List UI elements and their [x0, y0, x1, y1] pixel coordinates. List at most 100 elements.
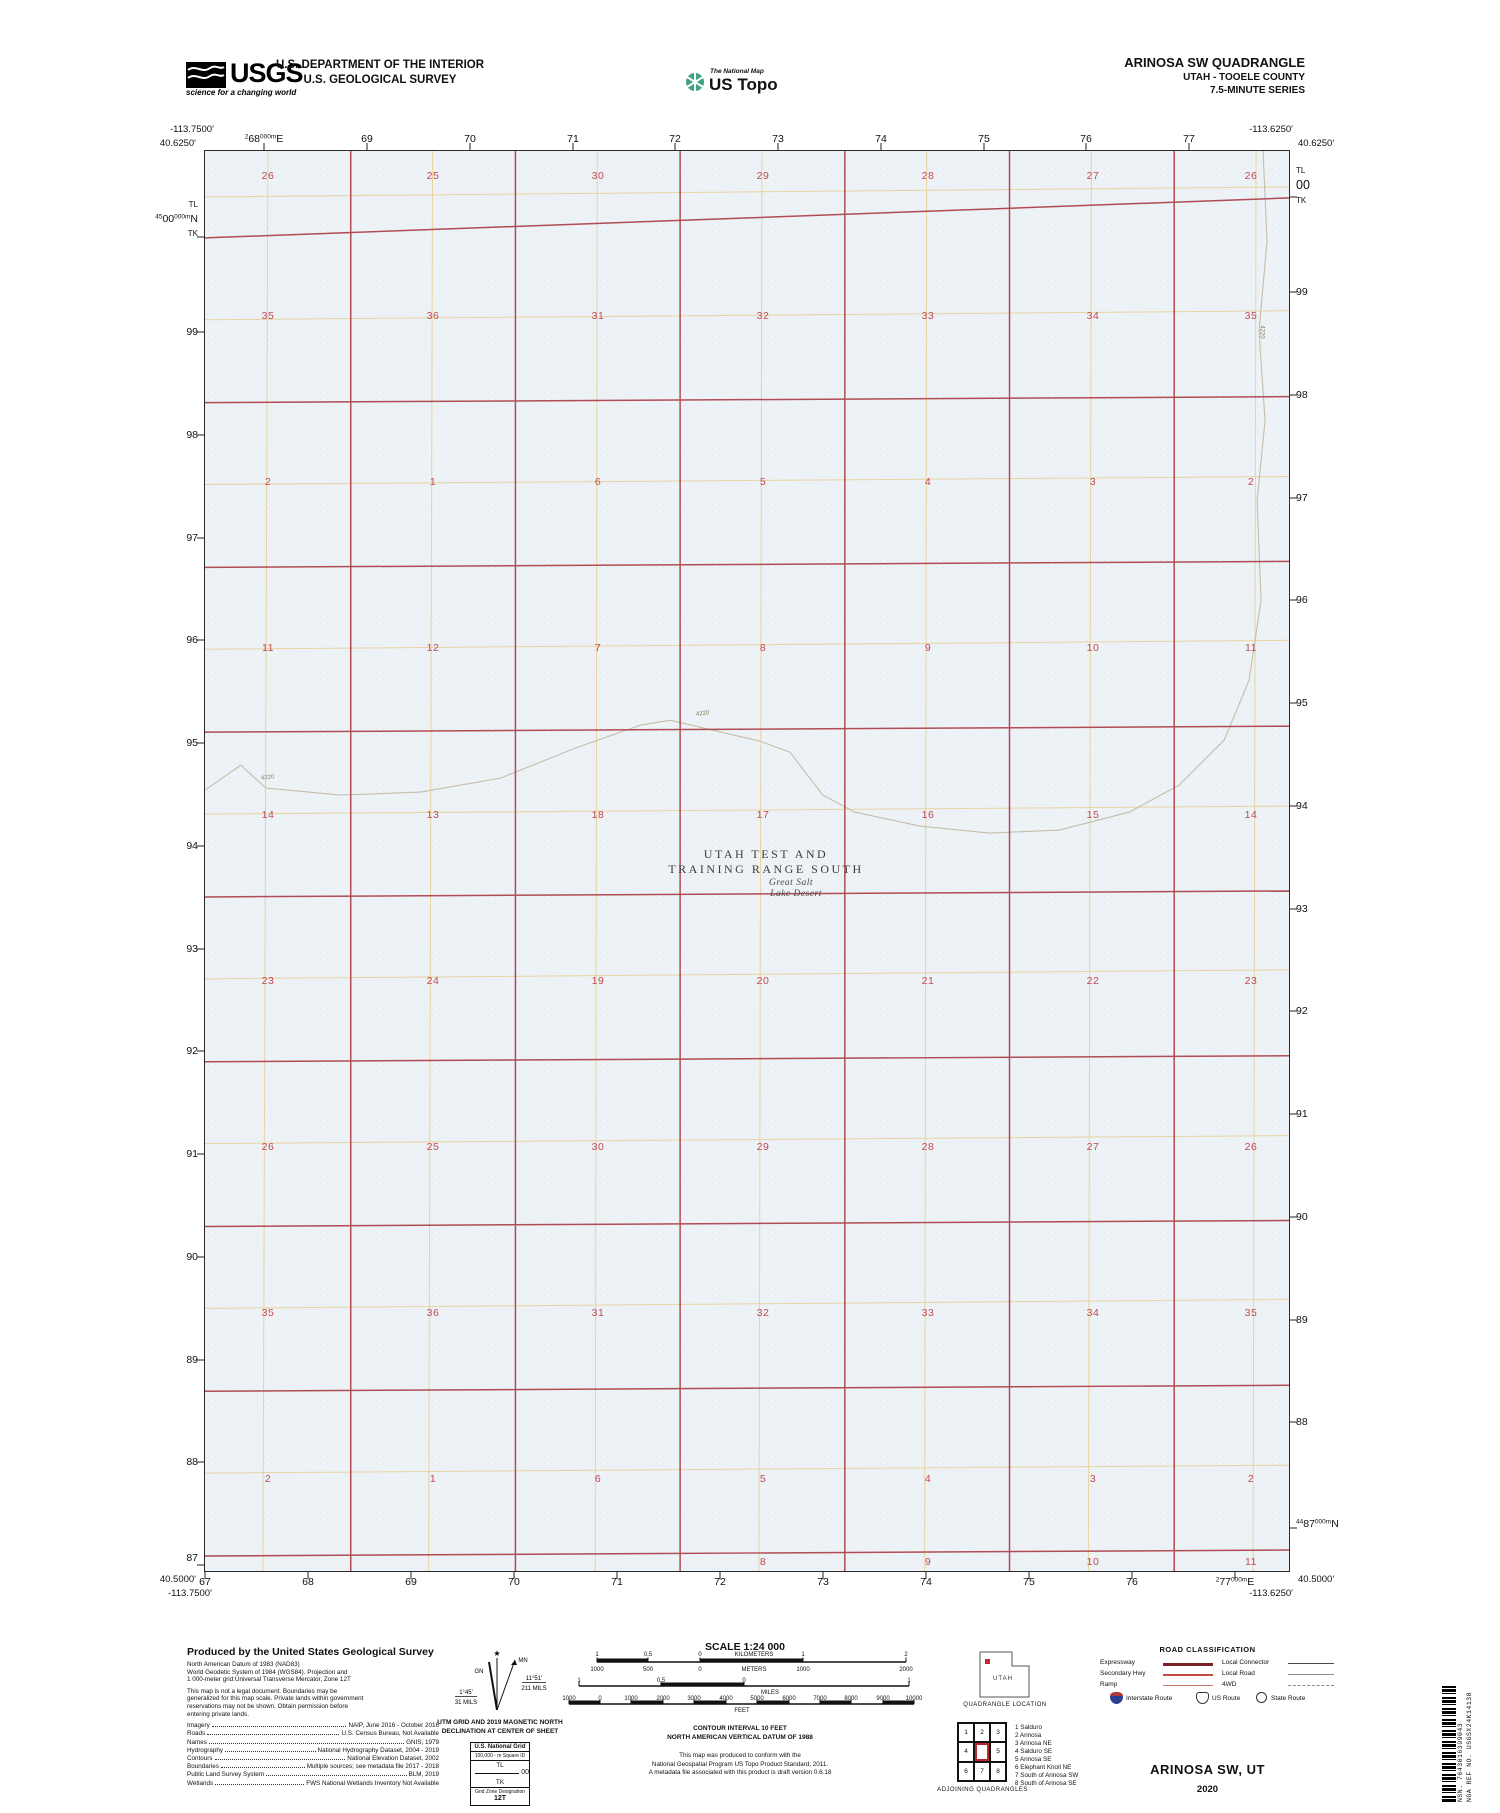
quad-location-marker	[985, 1659, 990, 1664]
utm-northing-label-right: 94	[1296, 800, 1308, 812]
source-value: U.S. Census Bureau, Not Available	[341, 1730, 439, 1738]
section-number: 18	[591, 809, 605, 821]
conformance-line: A metadata file associated with this pro…	[648, 1769, 832, 1777]
utm-northing-label-left: 91	[186, 1148, 198, 1160]
route-shield-label: US Route	[1212, 1695, 1241, 1702]
section-number: 31	[591, 310, 605, 322]
leader-dots	[220, 1767, 305, 1769]
usgs-logo: USGS science for a changing world	[186, 58, 306, 102]
utm-northing-label-right: 00	[1296, 178, 1310, 192]
route-shield-label: State Route	[1271, 1695, 1306, 1702]
section-number: 22	[1086, 975, 1100, 987]
nsn-number: NSN. 7643016399043	[1457, 1722, 1464, 1802]
section-number: 28	[921, 1141, 935, 1153]
utm-easting-label-bottom: 70	[508, 1576, 520, 1588]
data-source-row: Contours National Elevation Dataset, 2002	[187, 1755, 439, 1763]
conformance-note: This map was produced to conform with th…	[565, 1752, 915, 1778]
scale-bar-label: 9000	[876, 1696, 890, 1702]
legal-line: This map is not a legal document. Bounda…	[187, 1687, 338, 1695]
adjoining-cell: 2	[974, 1723, 990, 1743]
section-number: 23	[1244, 975, 1258, 987]
data-source-row: Boundaries Multiple sources; see metadata…	[187, 1763, 439, 1771]
section-number: 31	[591, 1307, 605, 1319]
conformance-line: National Geospatial Program US Topo Prod…	[651, 1760, 829, 1768]
adjoining-quadrangles-legend: 1 Salduro 2 Arinosa 3 Arinosa NE 4 Salduro …	[1015, 1724, 1078, 1788]
data-source-row: Hydrography National Hydrography Dataset,…	[187, 1747, 439, 1755]
section-number: 36	[426, 310, 440, 322]
road-class-label: Secondary Hwy	[1100, 1670, 1146, 1677]
corner-coord-bottom-right-lon: -113.6250'	[1249, 1588, 1293, 1599]
utm-easting-label-bottom: 71	[611, 1576, 623, 1588]
adjoining-quad-name: 6 Elephant Knoll NE	[1015, 1764, 1072, 1771]
utm-easting-label-bottom: 68	[302, 1576, 314, 1588]
utm-easting-label-top: 77	[1183, 133, 1195, 145]
usng-tk: TK	[495, 1779, 505, 1786]
scale-title: SCALE 1:24 000	[705, 1641, 785, 1653]
section-number: 30	[591, 1141, 605, 1153]
adjoining-quad-name: 2 Arinosa	[1015, 1732, 1042, 1739]
road-class-swatch-fourwd	[1288, 1685, 1334, 1686]
source-name: Roads	[187, 1730, 206, 1738]
section-number: 11	[1245, 642, 1257, 654]
state-route-shield-icon	[1256, 1692, 1267, 1703]
ustopo-logo: The National Map US Topo	[684, 68, 804, 98]
corner-coord-bottom-right-lat: 40.5000'	[1298, 1574, 1335, 1585]
data-source-row: Names GNIS, 1979	[187, 1739, 439, 1747]
mn-mils: 211 MILS	[521, 1686, 546, 1692]
utm-northing-label-left: 94	[186, 840, 198, 852]
utm-easting-label-bottom: 69	[405, 1576, 417, 1588]
section-number: 29	[756, 1141, 770, 1153]
data-sources-list: Imagery NAIP, June 2016 - October 2016 Roa…	[187, 1722, 439, 1788]
source-name: Boundaries	[187, 1763, 219, 1771]
range-label-line1: UTAH TEST AND	[703, 847, 829, 861]
scale-bar-label: 0	[742, 1678, 746, 1684]
data-source-row: Public Land Survey System BLM, 2019	[187, 1771, 439, 1779]
usng-tl: TL	[496, 1762, 504, 1769]
scale-bar-label: 3000	[687, 1696, 701, 1702]
road-class-label: Local Road	[1222, 1670, 1255, 1677]
utm-easting-label-bottom: 277000mE	[1215, 1576, 1255, 1588]
utm-easting-label-top: 69	[361, 133, 373, 145]
source-value: BLM, 2019	[408, 1771, 439, 1779]
usng-gzd: 12T	[493, 1795, 507, 1802]
section-number: 11	[262, 642, 274, 654]
ustopo-name: US Topo	[709, 75, 778, 94]
declination-caption-line1: UTM GRID AND 2019 MAGNETIC NORTH	[437, 1719, 563, 1726]
map-area: UTAH TEST AND TRAINING RANGE SOUTH Great…	[204, 150, 1290, 1572]
adjoining-quad-name: 3 Arinosa NE	[1015, 1740, 1052, 1747]
utm-northing-label-right: TK	[1296, 196, 1307, 205]
scale-bar-label: 10000	[905, 1696, 923, 1702]
scale-bar-label: 8000	[844, 1696, 858, 1702]
section-number: 35	[261, 310, 275, 322]
section-number: 36	[426, 1307, 440, 1319]
utm-easting-label-bottom: 76	[1126, 1576, 1138, 1588]
leader-dots	[208, 1742, 405, 1744]
section-number: 16	[921, 809, 935, 821]
utm-northing-label-right: 95	[1296, 697, 1308, 709]
mn-degrees: 11°51'	[526, 1676, 542, 1682]
contour-elevation-label: 4220	[1258, 325, 1265, 339]
section-number: 27	[1086, 170, 1100, 182]
corner-coord-top-left-lat: 40.6250'	[159, 138, 196, 149]
source-name: Wetlands	[187, 1779, 214, 1787]
road-class-label: Ramp	[1100, 1681, 1118, 1688]
corner-coord-bottom-left-lon: -113.7500'	[168, 1588, 212, 1599]
route-shield-label: Interstate Route	[1126, 1695, 1173, 1702]
scale-bar-label: 1	[595, 1652, 599, 1658]
adjoining-cell	[974, 1742, 990, 1762]
legal-paragraph: This map is not a legal document. Bounda…	[187, 1688, 439, 1718]
source-value: Multiple sources; see metadata file 2017…	[306, 1763, 439, 1771]
gn-degrees: 1°45'	[459, 1690, 473, 1696]
corner-coord-top-right-lon: -113.6250'	[1249, 124, 1293, 135]
quadrangle-title-block: ARINOSA SW QUADRANGLE UTAH - TOOELE COUN…	[1000, 55, 1305, 96]
map-grid-svg	[205, 151, 1289, 1571]
road-classification-title: ROAD CLASSIFICATION	[1159, 1645, 1256, 1654]
section-number: 8	[759, 642, 767, 654]
utm-northing-label-left: 95	[186, 737, 198, 749]
utm-northing-label-left: TK	[187, 229, 198, 238]
conformance-line: This map was produced to conform with th…	[679, 1752, 801, 1759]
range-label-line2: TRAINING RANGE SOUTH	[668, 862, 864, 876]
scale-bar-label: FEET	[734, 1708, 750, 1714]
utm-northing-label-left: 98	[186, 429, 198, 441]
